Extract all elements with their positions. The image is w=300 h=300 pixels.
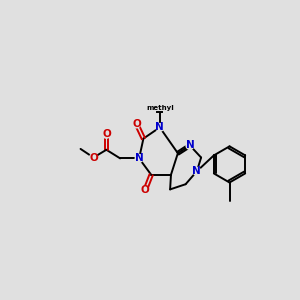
- Text: N: N: [185, 140, 194, 151]
- Circle shape: [141, 186, 149, 194]
- Circle shape: [186, 142, 194, 149]
- Circle shape: [90, 154, 97, 161]
- Text: methyl: methyl: [146, 105, 174, 111]
- Circle shape: [133, 120, 140, 128]
- Circle shape: [193, 167, 201, 175]
- Text: O: O: [132, 119, 141, 129]
- Text: N: N: [135, 153, 143, 164]
- Circle shape: [135, 154, 143, 162]
- Circle shape: [103, 130, 110, 138]
- Text: O: O: [89, 152, 98, 163]
- Text: N: N: [192, 166, 201, 176]
- Text: O: O: [141, 185, 149, 195]
- Text: N: N: [155, 122, 164, 132]
- Text: O: O: [102, 129, 111, 139]
- Circle shape: [156, 124, 164, 131]
